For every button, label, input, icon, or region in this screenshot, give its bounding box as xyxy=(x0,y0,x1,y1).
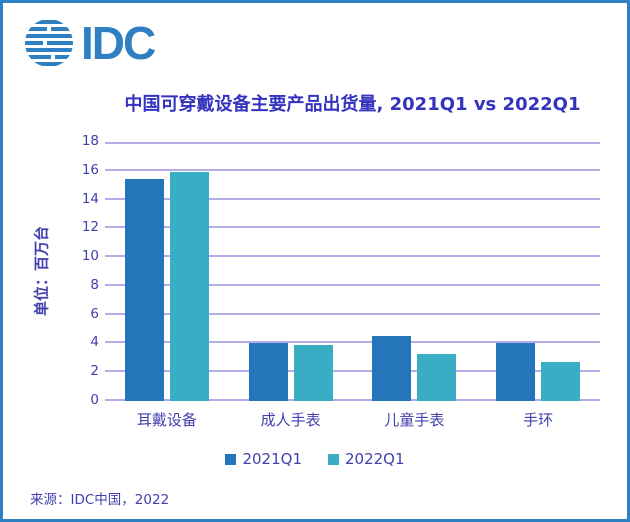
legend-item-2021q1: 2021Q1 xyxy=(225,450,302,468)
gridline-0 xyxy=(105,399,600,401)
x-axis-label-手环: 手环 xyxy=(523,411,554,429)
y-tick-label-12: 12 xyxy=(81,219,99,236)
bar-2021q1-成人手表 xyxy=(248,343,288,401)
idc-logo-text: IDC xyxy=(81,17,156,69)
y-tick-label-6: 6 xyxy=(90,305,99,322)
bar-2022q1-手环 xyxy=(541,362,581,401)
gridline-4 xyxy=(105,341,600,344)
gridline-18 xyxy=(105,142,600,144)
gridline-10 xyxy=(105,255,600,258)
x-axis-label-儿童手表: 儿童手表 xyxy=(384,411,445,429)
legend-swatch-2022q1 xyxy=(328,453,339,465)
gridline-6 xyxy=(105,312,600,315)
chart-title: 中国可穿戴设备主要产品出货量, 2021Q1 vs 2022Q1 xyxy=(124,94,581,115)
x-axis-labels: 耳戴设备 成人手表 儿童手表 手环 xyxy=(105,409,600,430)
bar-2022q1-耳戴设备 xyxy=(169,172,209,401)
legend-swatch-2021q1 xyxy=(225,453,237,465)
y-axis-ticks: 0 2 4 6 8 10 12 14 16 18 xyxy=(3,133,99,408)
source-note: 来源：IDC中国，2022 xyxy=(30,492,170,508)
y-tick-label-2: 2 xyxy=(90,363,99,380)
legend-label-2021q1: 2021Q1 xyxy=(242,450,302,468)
y-tick-label-8: 8 xyxy=(90,276,99,293)
y-tick-label-10: 10 xyxy=(81,248,99,265)
y-tick-label-14: 14 xyxy=(81,190,99,207)
y-tick-label-0: 0 xyxy=(90,392,99,408)
legend-item-2022q1: 2022Q1 xyxy=(328,450,405,468)
gridline-16 xyxy=(105,168,600,171)
gridline-14 xyxy=(105,197,600,200)
idc-globe-icon xyxy=(25,20,73,66)
bar-2021q1-耳戴设备 xyxy=(124,179,164,401)
plot-area xyxy=(105,142,600,401)
gridline-2 xyxy=(105,370,600,373)
x-axis-label-耳戴设备: 耳戴设备 xyxy=(136,411,197,429)
bar-2022q1-儿童手表 xyxy=(417,353,457,401)
legend-label-2022q1: 2022Q1 xyxy=(345,450,405,468)
legend: 2021Q1 2022Q1 xyxy=(3,450,627,468)
bar-2021q1-手环 xyxy=(496,343,536,401)
x-axis-label-成人手表: 成人手表 xyxy=(260,411,321,429)
y-tick-label-4: 4 xyxy=(90,334,99,351)
gridline-12 xyxy=(105,226,600,229)
bar-2022q1-成人手表 xyxy=(293,344,333,401)
gridline-8 xyxy=(105,283,600,286)
idc-logo: IDC xyxy=(23,17,156,69)
y-tick-label-16: 16 xyxy=(81,161,99,178)
y-tick-label-18: 18 xyxy=(81,133,99,149)
bar-2021q1-儿童手表 xyxy=(372,336,412,401)
